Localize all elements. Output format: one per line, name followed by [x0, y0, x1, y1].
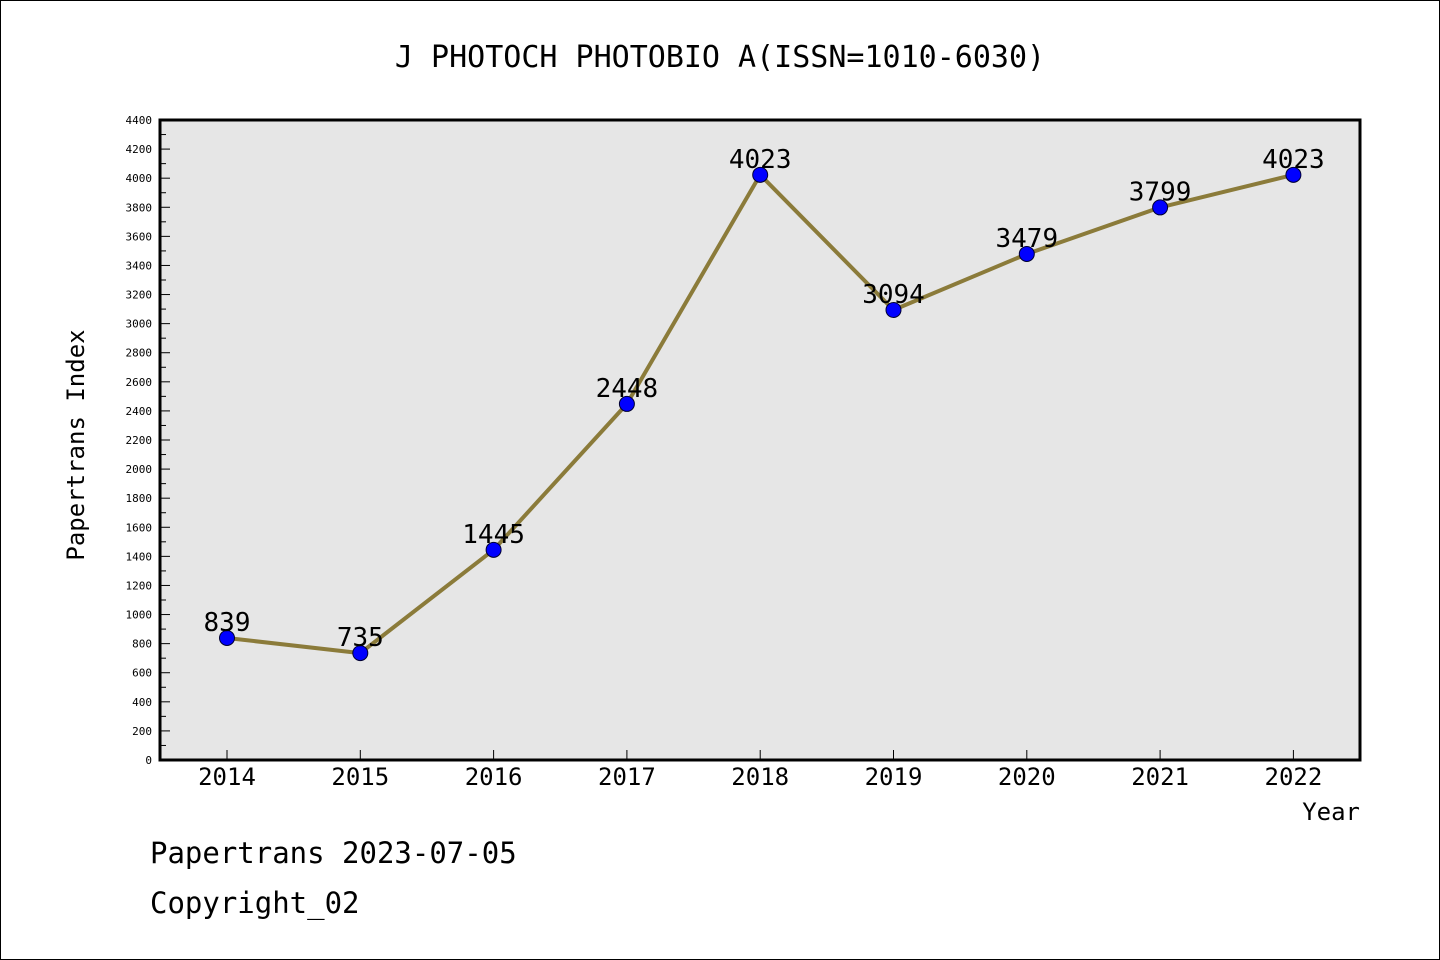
y-tick-label: 200 — [132, 725, 152, 738]
data-label: 1445 — [462, 520, 525, 550]
x-tick-label: 2014 — [198, 763, 256, 791]
data-label: 2448 — [596, 374, 659, 404]
data-label: 3094 — [862, 280, 925, 310]
data-point — [219, 629, 235, 646]
y-tick-label: 3800 — [126, 201, 153, 214]
data-point — [485, 541, 502, 558]
y-tick-label: 1400 — [126, 550, 153, 563]
y-tick-label: 2200 — [126, 434, 153, 447]
y-tick-label: 2600 — [126, 376, 153, 389]
y-tick-label: 1800 — [126, 492, 153, 505]
data-point — [1018, 245, 1035, 262]
y-tick-label: 1200 — [126, 579, 153, 592]
data-label: 3479 — [995, 224, 1058, 254]
y-tick-label: 4400 — [126, 114, 153, 127]
y-tick-label: 3400 — [126, 259, 153, 272]
y-tick-label: 1600 — [126, 521, 153, 534]
y-axis-label: Papertrans Index — [62, 329, 90, 560]
x-tick-label: 2017 — [598, 763, 656, 791]
data-point — [352, 645, 369, 662]
data-point — [618, 395, 635, 412]
plot-border — [158, 118, 1362, 762]
x-tick-label: 2022 — [1265, 763, 1323, 791]
y-axis-ticks: 0 200 400 600 800 1000 1200 1400 1600 1800 2000 220… — [126, 114, 170, 767]
y-tick-label: 4000 — [126, 172, 153, 185]
data-label: 4023 — [729, 145, 792, 175]
chart-title: J PHOTOCH PHOTOBIO A(ISSN=1010-6030) — [395, 40, 1045, 75]
footer-copyright: Copyright_02 — [150, 886, 360, 921]
y-tick-label: 0 — [145, 754, 152, 767]
x-axis-label: Year — [1302, 798, 1360, 826]
plot-area — [160, 120, 1360, 760]
data-point — [752, 166, 769, 183]
y-tick-label: 4200 — [126, 143, 153, 156]
data-label: 735 — [337, 623, 384, 653]
x-axis-ticks: 2014 2015 2016 2017 2018 2019 2020 2021 2022 — [198, 750, 1322, 791]
x-tick-label: 2016 — [465, 763, 523, 791]
y-tick-label: 400 — [132, 696, 152, 709]
data-label: 839 — [204, 608, 251, 638]
data-label: 4023 — [1262, 145, 1325, 175]
y-tick-label: 2400 — [126, 405, 153, 418]
y-tick-label: 1000 — [126, 609, 153, 622]
data-point — [885, 301, 902, 318]
y-tick-label: 600 — [132, 667, 152, 680]
y-tick-label: 3600 — [126, 230, 153, 243]
data-point — [1285, 166, 1302, 183]
x-tick-label: 2021 — [1131, 763, 1189, 791]
y-tick-label: 3200 — [126, 289, 153, 302]
y-tick-label: 2800 — [126, 347, 153, 360]
x-tick-label: 2019 — [865, 763, 923, 791]
x-tick-label: 2015 — [331, 763, 389, 791]
footer-date: Papertrans 2023-07-05 — [150, 836, 517, 870]
data-points — [219, 166, 1302, 662]
y-tick-label: 2000 — [126, 463, 153, 476]
x-tick-label: 2018 — [731, 763, 789, 791]
data-label: 3799 — [1129, 177, 1192, 207]
data-labels: 839 735 1445 2448 4023 3094 3479 3799 4023 — [204, 145, 1325, 653]
data-point — [1152, 199, 1169, 216]
y-tick-label: 800 — [132, 638, 152, 651]
y-tick-label: 3000 — [126, 318, 153, 331]
x-tick-label: 2020 — [998, 763, 1056, 791]
